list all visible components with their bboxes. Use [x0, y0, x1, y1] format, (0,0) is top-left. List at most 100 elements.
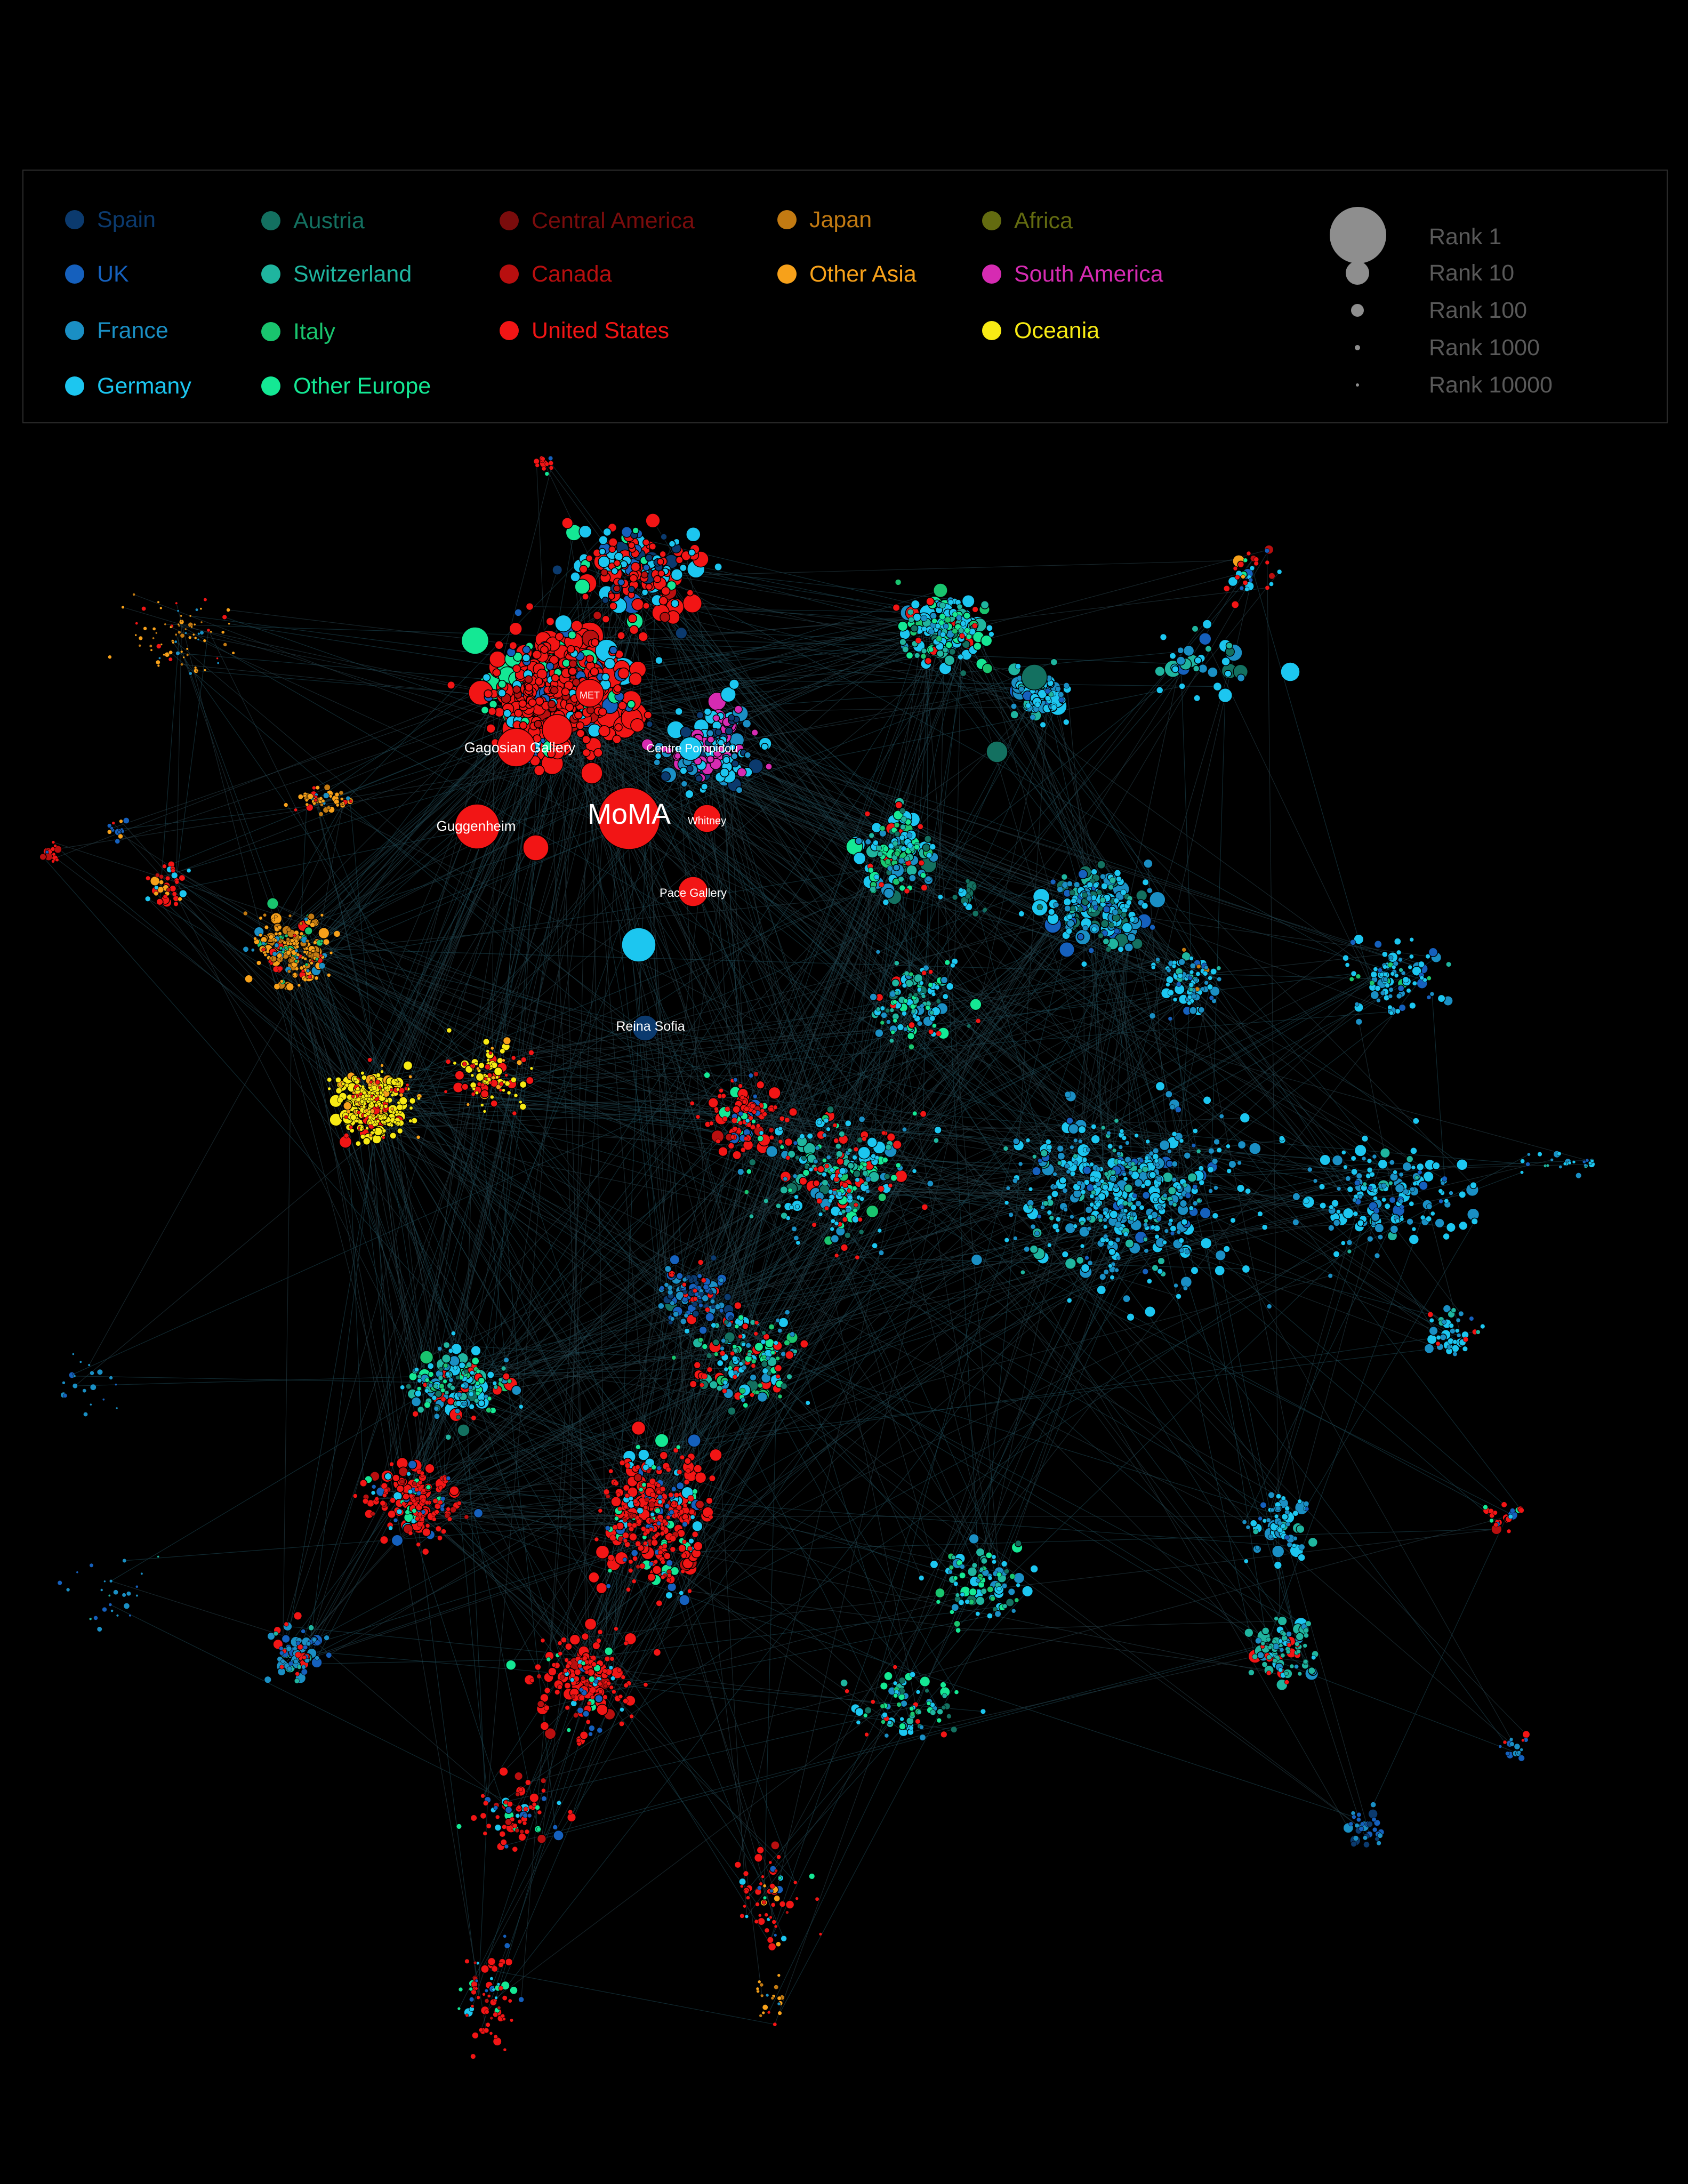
network-node	[878, 1250, 885, 1256]
network-node	[424, 1401, 431, 1408]
network-edge	[392, 1120, 710, 1370]
network-node	[685, 789, 694, 799]
network-node	[1058, 692, 1064, 698]
network-edge	[923, 656, 1189, 1003]
network-edge	[165, 624, 905, 647]
network-node	[660, 1486, 666, 1492]
network-node	[1091, 869, 1097, 875]
network-node	[1130, 1204, 1137, 1211]
network-edge	[311, 862, 909, 962]
network-node	[568, 659, 577, 668]
network-node	[869, 832, 874, 839]
network-edge	[261, 943, 379, 1075]
network-node	[684, 1328, 690, 1334]
network-node	[1376, 1841, 1381, 1846]
network-node	[1014, 1539, 1022, 1547]
network-node	[705, 1312, 715, 1322]
network-node	[1083, 1179, 1090, 1185]
network-node	[1024, 1246, 1030, 1252]
network-node	[757, 1135, 763, 1142]
network-node	[610, 1496, 622, 1507]
network-node	[1154, 665, 1165, 677]
network-node	[609, 602, 617, 611]
network-node	[1332, 1219, 1341, 1227]
network-node	[277, 966, 283, 971]
network-node	[1307, 1537, 1319, 1548]
network-edge	[1146, 1191, 1406, 1251]
network-node	[1207, 667, 1218, 678]
network-node	[822, 1171, 827, 1177]
network-node	[451, 1343, 462, 1355]
network-node	[919, 1110, 927, 1118]
network-edge	[364, 889, 873, 1094]
network-node	[1156, 1216, 1162, 1222]
network-node	[760, 1360, 768, 1368]
network-node	[504, 1957, 513, 1966]
network-node	[428, 1371, 434, 1377]
network-node	[949, 648, 956, 656]
network-node	[687, 1546, 693, 1552]
network-node	[551, 673, 560, 682]
network-node	[943, 623, 949, 629]
network-edge	[854, 881, 870, 1206]
network-node	[692, 1531, 698, 1538]
network-node	[1227, 576, 1239, 587]
network-node	[614, 723, 623, 732]
network-node	[403, 1061, 413, 1071]
network-edge	[345, 994, 916, 1115]
rank-label: Rank 1000	[1429, 335, 1540, 360]
network-edge	[553, 702, 898, 1006]
network-edge	[439, 1354, 790, 1501]
network-node	[617, 631, 625, 640]
network-node	[512, 685, 521, 694]
network-edge	[301, 923, 485, 1089]
network-edge	[684, 783, 762, 1105]
network-node	[1057, 1145, 1064, 1152]
network-node	[579, 565, 588, 574]
network-edge	[769, 1245, 875, 1368]
network-edge	[708, 742, 1156, 1151]
network-node	[936, 649, 944, 658]
network-node	[1389, 1197, 1396, 1203]
network-node	[898, 1677, 906, 1684]
network-node	[293, 1659, 299, 1665]
network-node	[926, 1179, 934, 1187]
network-edge	[120, 821, 357, 1089]
legend-swatch	[500, 321, 519, 340]
network-edge	[75, 638, 968, 1386]
network-node	[1034, 702, 1041, 708]
network-edge	[174, 630, 209, 894]
network-node	[1199, 1207, 1211, 1219]
network-node	[57, 1580, 62, 1586]
network-edge	[1266, 550, 1281, 1664]
network-node	[1091, 1123, 1097, 1130]
network-edge	[350, 801, 379, 1115]
network-node	[946, 1714, 952, 1719]
network-node	[1212, 1213, 1219, 1219]
network-node	[781, 1351, 786, 1357]
network-node	[885, 858, 891, 865]
rank-label: Rank 100	[1429, 298, 1528, 323]
network-node	[743, 1870, 749, 1877]
network-edge	[314, 738, 698, 804]
network-node	[907, 842, 913, 849]
network-edge	[774, 1150, 1089, 2025]
network-node	[501, 1366, 507, 1371]
network-node	[512, 1846, 518, 1852]
network-edge	[147, 898, 493, 1098]
network-node	[706, 1367, 713, 1372]
network-edge	[383, 1089, 798, 1207]
network-node	[596, 1704, 608, 1716]
rank-legend-10000: Rank 10000	[1330, 369, 1596, 401]
network-node	[895, 579, 902, 585]
network-node	[786, 1374, 792, 1380]
network-edge	[1028, 705, 1180, 1190]
network-node	[566, 645, 575, 654]
network-edge	[561, 726, 588, 1668]
legend-label: Switzerland	[293, 261, 412, 287]
network-node	[704, 1307, 710, 1313]
network-node	[779, 1185, 789, 1194]
network-node	[1088, 948, 1095, 954]
network-node	[702, 1344, 708, 1350]
network-node	[996, 1586, 1002, 1592]
